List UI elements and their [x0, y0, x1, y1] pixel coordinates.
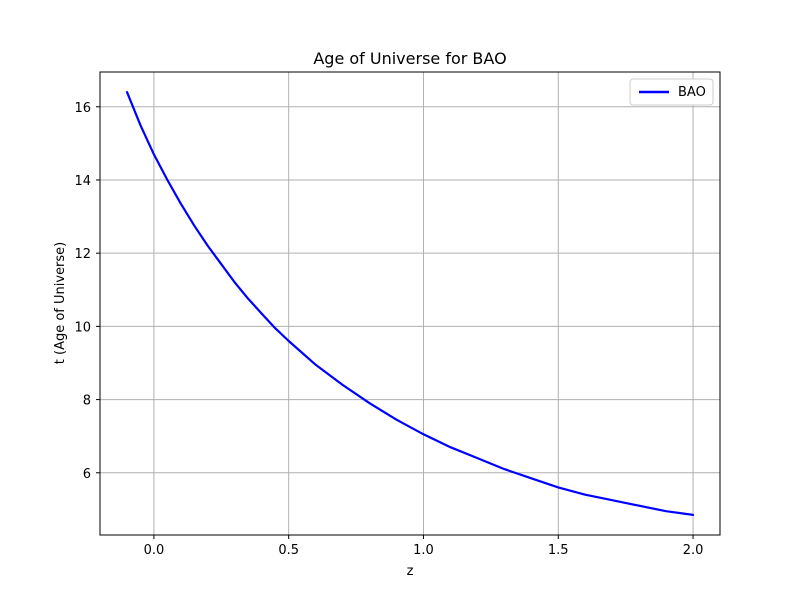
y-tick-label: 10: [74, 320, 91, 335]
y-tick-label: 6: [83, 467, 91, 482]
series-layer: [125, 90, 695, 517]
chart-title: Age of Universe for BAO: [313, 49, 506, 68]
legend: BAO: [629, 78, 714, 106]
y-tick-label: 8: [83, 394, 91, 409]
x-axis-ticks: 0.0 0.5 1.0 1.5 2.0: [144, 535, 704, 558]
legend-box: [629, 78, 714, 106]
y-tick-label: 14: [74, 174, 91, 189]
x-tick-label: 0.0: [144, 543, 165, 558]
x-axis-label: z: [407, 564, 414, 579]
legend-label-bao: BAO: [678, 85, 706, 100]
x-tick-label: 1.0: [413, 543, 434, 558]
x-tick-label: 1.5: [548, 543, 569, 558]
y-axis-label: t (Age of Universe): [53, 242, 68, 364]
y-tick-label: 12: [74, 247, 91, 262]
series-line-bao: [125, 90, 695, 517]
x-tick-label: 0.5: [278, 543, 299, 558]
x-tick-label: 2.0: [683, 543, 704, 558]
y-tick-label: 16: [74, 101, 91, 116]
y-axis-ticks: 6 8 10 12 14 16: [74, 101, 100, 482]
plot-area-frame: [99, 71, 721, 536]
grid: [100, 72, 720, 535]
